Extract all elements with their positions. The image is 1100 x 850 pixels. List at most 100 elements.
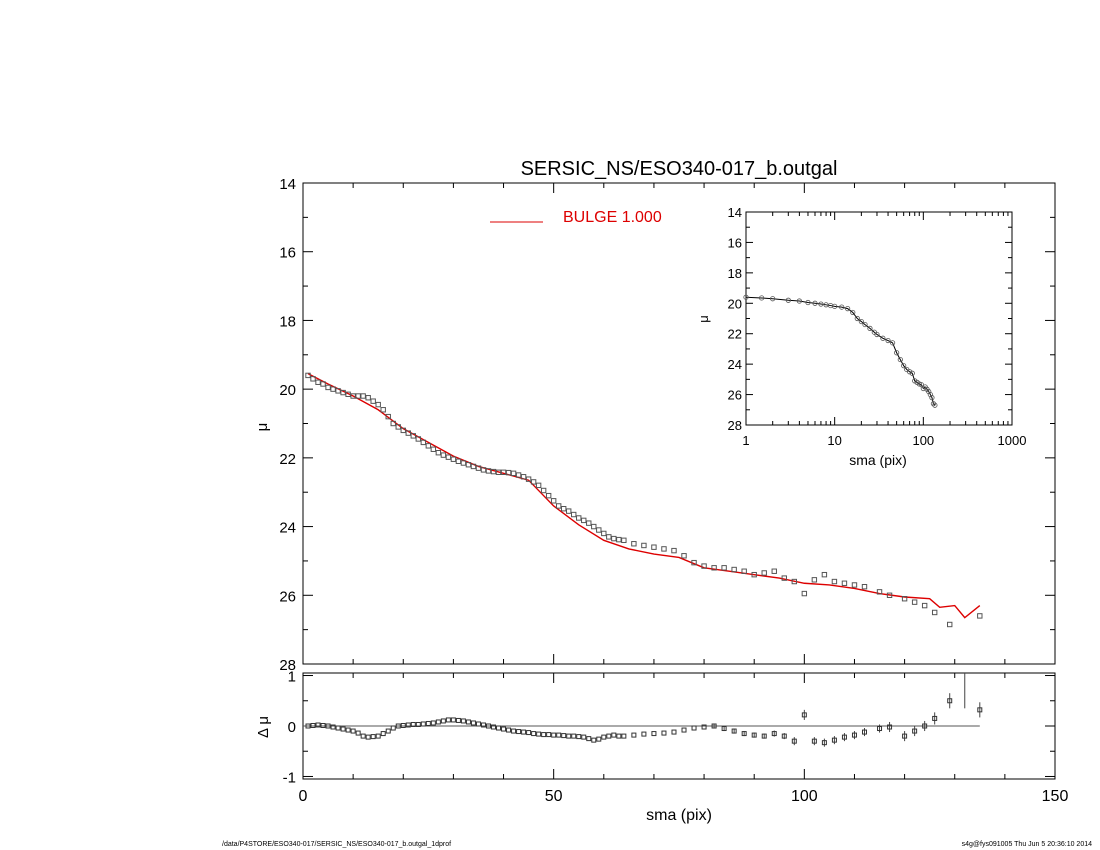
- residual-point: [465, 719, 471, 725]
- inset-y-tick-labels: 14 16 18 20 22 24 26 28: [728, 205, 742, 433]
- residual-point: [526, 730, 532, 736]
- data-point: [576, 515, 582, 521]
- residual-point: [521, 729, 527, 735]
- data-point: [375, 401, 381, 408]
- residual-point: [546, 732, 552, 738]
- data-point: [440, 452, 447, 458]
- residual-point: [475, 721, 481, 727]
- residual-point: [395, 723, 401, 729]
- residual-point: [932, 715, 938, 721]
- inset-data-point: [909, 370, 915, 376]
- residual-point: [561, 733, 567, 739]
- data-point: [651, 544, 657, 550]
- inset-log-panel: 14 16 18 20 22 24 26 28 1 10 100 1000 μ sma (pix): [696, 205, 1026, 468]
- inset-data-point: [854, 315, 860, 322]
- data-point: [415, 436, 422, 442]
- inset-x-tick-label: 100: [912, 433, 934, 448]
- residual-point: [370, 734, 376, 740]
- data-point: [510, 470, 517, 477]
- residual-point: [380, 731, 386, 737]
- inset-data-point: [880, 335, 886, 341]
- residual-point: [902, 733, 908, 739]
- data-point: [365, 395, 371, 401]
- data-point: [596, 527, 602, 533]
- inset-x-tick-labels: 1 10 100 1000: [742, 433, 1026, 448]
- residual-point: [611, 732, 617, 738]
- data-point: [400, 427, 406, 434]
- residual-point: [781, 733, 787, 739]
- residual-point: [581, 734, 587, 740]
- data-point: [345, 391, 351, 397]
- chart-title: SERSIC_NS/ESO340-017_b.outgal: [521, 158, 838, 180]
- data-point: [641, 542, 647, 549]
- inset-data-point: [901, 363, 907, 369]
- data-point: [921, 602, 928, 609]
- residual-point: [310, 722, 316, 728]
- residual-point: [606, 733, 612, 739]
- inset-data-point: [785, 297, 791, 303]
- inset-data-point: [743, 294, 749, 300]
- data-point: [500, 469, 507, 475]
- data-point: [350, 393, 356, 399]
- inset-data-point: [805, 299, 811, 306]
- y-tick-label: 16: [279, 245, 296, 262]
- main-y-tick-labels: 14 16 18 20 22 24 26 28: [279, 176, 296, 674]
- residual-point: [791, 738, 797, 744]
- residual-point: [556, 732, 562, 738]
- inset-data-point: [885, 337, 891, 344]
- residual-point: [661, 730, 667, 736]
- inset-y-tick-label: 28: [728, 418, 742, 433]
- data-point: [741, 568, 747, 574]
- inset-data-point: [845, 306, 851, 312]
- data-point: [420, 439, 427, 446]
- data-point: [861, 583, 868, 590]
- residual-point: [305, 723, 311, 729]
- residual-x-tick-labels: 0 50 100 150: [299, 788, 1069, 805]
- residual-point: [470, 720, 476, 726]
- inset-x-tick-label: 10: [827, 433, 841, 448]
- data-point: [591, 523, 597, 530]
- data-point: [947, 621, 953, 628]
- y-tick-label: 22: [279, 451, 296, 468]
- residual-point: [315, 722, 321, 728]
- residual-point: [566, 733, 572, 739]
- residual-point: [641, 731, 647, 737]
- residual-point: [977, 707, 983, 713]
- residual-point: [480, 722, 486, 728]
- residual-point: [751, 732, 757, 738]
- inset-data-point: [926, 388, 932, 395]
- residual-point: [571, 733, 577, 739]
- data-point: [480, 467, 487, 473]
- legend-label: BULGE 1.000: [563, 209, 662, 226]
- inset-data-point: [889, 340, 896, 346]
- data-point: [621, 537, 627, 544]
- inset-y-tick-label: 18: [728, 266, 742, 281]
- inset-data-point: [812, 300, 818, 306]
- data-point: [520, 474, 527, 480]
- data-point: [455, 458, 462, 464]
- inset-data-point: [858, 318, 864, 325]
- data-point: [781, 575, 787, 581]
- data-point: [305, 372, 311, 379]
- residual-point: [340, 726, 346, 732]
- data-point: [355, 393, 361, 399]
- data-point: [425, 443, 432, 449]
- data-point: [430, 446, 437, 452]
- residual-point: [330, 724, 336, 730]
- residual-point: [877, 726, 883, 732]
- data-point: [555, 503, 562, 509]
- inset-data-point: [770, 296, 776, 302]
- inset-x-tick-label: 1: [742, 433, 749, 448]
- inset-data-point: [897, 356, 903, 363]
- y-tick-label: 24: [279, 520, 296, 537]
- residual-point: [801, 712, 807, 718]
- residual-point: [455, 717, 461, 723]
- data-point: [581, 517, 587, 524]
- residual-point: [591, 737, 597, 743]
- residual-point: [721, 726, 727, 732]
- data-point: [495, 469, 502, 475]
- data-point: [475, 465, 482, 471]
- inset-data-point: [906, 369, 913, 375]
- residual-point: [350, 728, 356, 734]
- residual-x-tick-label: 100: [791, 788, 818, 805]
